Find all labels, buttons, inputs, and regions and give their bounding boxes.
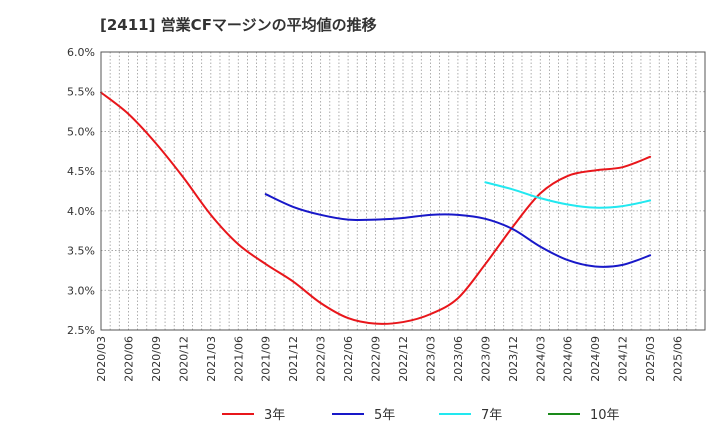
series-group — [100, 91, 652, 325]
x-tick-label: 2022/03 — [315, 336, 328, 382]
x-tick-label: 2022/06 — [342, 336, 355, 382]
x-tick-label: 2023/03 — [424, 336, 437, 382]
series-line-3年 — [100, 91, 652, 325]
x-tick-label: 2020/12 — [177, 336, 190, 382]
x-tick-label: 2021/09 — [260, 336, 273, 382]
y-tick-label: 3.0% — [67, 284, 95, 297]
x-tick-label: 2021/12 — [287, 336, 300, 382]
x-tick-label: 2023/12 — [507, 336, 520, 382]
legend-label: 7年 — [481, 408, 502, 423]
x-tick-label: 2024/09 — [589, 336, 602, 382]
legend-label: 10年 — [590, 408, 620, 423]
x-tick-label: 2024/03 — [534, 336, 547, 382]
y-tick-label: 5.5% — [67, 86, 95, 99]
plot-background — [101, 52, 705, 330]
x-tick-label: 2025/03 — [644, 336, 657, 382]
x-tick-label: 2022/12 — [397, 336, 410, 382]
x-axis: 2020/03 2020/06 2020/09 2020/12 2021/03 2021/… — [95, 336, 685, 382]
y-tick-label: 6.0% — [67, 46, 95, 59]
y-tick-label: 5.0% — [67, 125, 95, 138]
x-tick-label: 2024/12 — [617, 336, 630, 382]
y-tick-label: 3.5% — [67, 245, 95, 258]
legend-label: 3年 — [264, 408, 285, 423]
x-tick-label: 2023/09 — [479, 336, 492, 382]
x-tick-label: 2023/06 — [452, 336, 465, 382]
chart-title: [2411] 営業CFマージンの平均値の推移 — [100, 16, 377, 34]
x-tick-label: 2021/03 — [205, 336, 218, 382]
x-tick-label: 2022/09 — [370, 336, 383, 382]
x-tick-label: 2024/06 — [562, 336, 575, 382]
y-axis: 6.0% 5.5% 5.0% 4.5% 4.0% 3.5% 3.0% 2.5% — [67, 46, 95, 337]
series-line-5年 — [264, 193, 652, 268]
plot-border — [100, 51, 706, 331]
y-tick-label: 4.5% — [67, 165, 95, 178]
legend: 3年 5年 7年 10年 — [222, 408, 620, 423]
legend-label: 5年 — [374, 408, 395, 423]
x-tick-label: 2020/06 — [122, 336, 135, 382]
x-tick-label: 2020/03 — [95, 336, 108, 382]
grid-lines — [101, 52, 705, 330]
x-tick-label: 2020/09 — [150, 336, 163, 382]
x-tick-label: 2021/06 — [232, 336, 245, 382]
series-line-7年 — [484, 181, 652, 209]
x-tick-label: 2025/06 — [672, 336, 685, 382]
y-tick-label: 2.5% — [67, 324, 95, 337]
y-tick-label: 4.0% — [67, 205, 95, 218]
